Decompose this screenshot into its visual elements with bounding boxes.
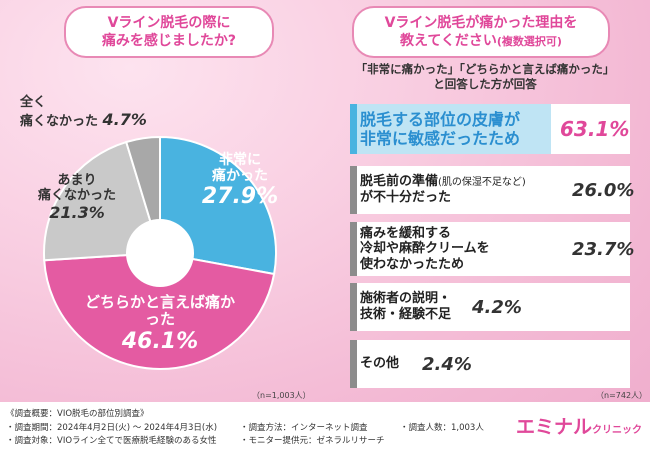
right-title-line2-main: 教えてください [400,33,497,49]
bar-label-paren: (肌の保湿不足など) [438,177,526,189]
bar-row: その他 2.4% [340,340,640,388]
bar-row: 脱毛前の準備(肌の保湿不足など) が不十分だった 26.0% [340,166,640,214]
pie-label-not-very-painful: あまり 痛くなかった 21.3% [22,173,132,222]
bar-label: その他 [360,340,399,388]
footer-count: ・調査人数：1,003人 [400,423,484,433]
pie-value-not-painful: 4.7% [102,109,147,129]
bar-value: 63.1% [560,117,630,141]
right-subtitle-line1: 「非常に痛かった」「どちらかと言えば痛かった」 [355,62,615,76]
footer-overview: 《調査概要：VIO脱毛の部位別調査》 [6,409,149,419]
bar-label-line: 使わなかったため [360,256,465,272]
bar-marker [350,283,357,331]
bar-label: 施術者の説明・ 技術・経験不足 [360,283,451,331]
bar-label-line: 施術者の説明・ [360,291,452,307]
pie-value-not-very-painful: 21.3% [49,202,105,222]
left-n-note: （n=1,003人） [252,391,311,400]
pie-label-not-painful-text: 全く 痛くなかった 4.7% [20,95,147,129]
pie-label-somewhat-painful: どちらかと言えば痛かった 46.1% [80,293,240,354]
logo-main: エミナル [516,416,593,438]
bar-track [350,166,630,214]
footer-monitor: ・モニター提供元：ゼネラルリサーチ [240,436,385,446]
right-title-paren: (複数選択可) [496,35,562,48]
bar-track [350,222,630,276]
bar-label-line: 脱毛する部位の皮膚が [360,109,521,129]
bar-label-line: 技術・経験不足 [360,307,452,322]
bar-marker [350,340,357,388]
bar-marker [350,104,357,154]
pie-center-hole [126,219,194,287]
bar-label-line: 非常に敏感だったため [360,129,521,148]
bar-marker [350,222,357,276]
bar-value: 23.7% [572,238,635,260]
bar-label-line: その他 [360,356,400,372]
pie-value-somewhat-painful: 46.1% [121,328,199,354]
pie-value-very-painful: 27.9% [201,184,279,210]
footer-method: ・調査方法：インターネット調査 [240,423,368,433]
footer-target: ・調査対象：VIOライン全てで医療脱毛経験のある女性 [6,436,217,446]
pie-label-not-painful: 全く 痛くなかった 4.7% [20,95,170,130]
pie-slice-somewhat-painful [43,251,276,370]
logo-sub: クリニック [592,425,643,436]
right-title-line2: 教えてください(複数選択可) [400,32,562,50]
bar-fill [350,104,552,154]
right-title-line1: Vライン脱毛が痛かった理由を [384,14,578,31]
bar-track [350,283,630,331]
pie-chart [43,135,277,370]
bar-label-line: 痛みを緩和する [360,225,452,241]
logo: エミナルクリニック [516,412,642,439]
bar-label-line: が不十分だった [360,190,452,205]
pie-label-very-painful-text: 非常に 痛かった [212,152,268,185]
footer-period: ・調査期間：2024年4月2日(火) ～ 2024年4月3日(水) [6,423,218,433]
bar-row: 施術者の説明・ 技術・経験不足 4.2% [340,283,640,331]
pie-label-not-very-painful-text: あまり 痛くなかった [37,173,116,203]
bar-value: 2.4% [422,353,472,375]
left-title-line2: 痛みを感じましたか? [101,33,237,49]
left-panel-title: Vライン脱毛の際に 痛みを感じましたか? [64,6,274,58]
bar-marker [350,166,357,214]
bar-label-line: 脱毛前の準備(肌の保湿不足など) [360,174,526,190]
pie-slice-not-very-painful [43,140,162,262]
bar-value: 4.2% [472,296,522,318]
bar-row: 痛みを緩和する 冷却や麻酔クリームを 使わなかったため 23.7% [340,222,640,276]
footer: 《調査概要：VIO脱毛の部位別調査》 ・調査期間：2024年4月2日(火) ～ … [0,402,650,450]
bar-row: 脱毛する部位の皮膚が 非常に敏感だったため 63.1% [340,104,640,154]
right-subtitle-line2: と回答した方が回答 [433,76,537,91]
bar-label: 脱毛する部位の皮膚が 非常に敏感だったため [360,104,520,154]
right-panel-title: Vライン脱毛が痛かった理由を 教えてください(複数選択可) [352,6,610,58]
bar-track [350,104,630,154]
pie-label-somewhat-painful-text: どちらかと言えば痛かった [84,293,235,329]
bar-value: 26.0% [572,179,635,201]
right-subtitle: 「非常に痛かった」「どちらかと言えば痛かった」 と回答した方が回答 [330,62,640,92]
pie-label-very-painful: 非常に 痛かった 27.9% [200,152,280,209]
bar-label: 脱毛前の準備(肌の保湿不足など) が不十分だった [360,166,526,214]
bar-label: 痛みを緩和する 冷却や麻酔クリームを 使わなかったため [360,222,490,276]
bar-track [350,340,630,388]
bar-label-line: 冷却や麻酔クリームを [360,241,490,257]
left-title-line1: Vライン脱毛の際に [107,14,231,31]
right-n-note: （n=742人） [596,391,648,400]
